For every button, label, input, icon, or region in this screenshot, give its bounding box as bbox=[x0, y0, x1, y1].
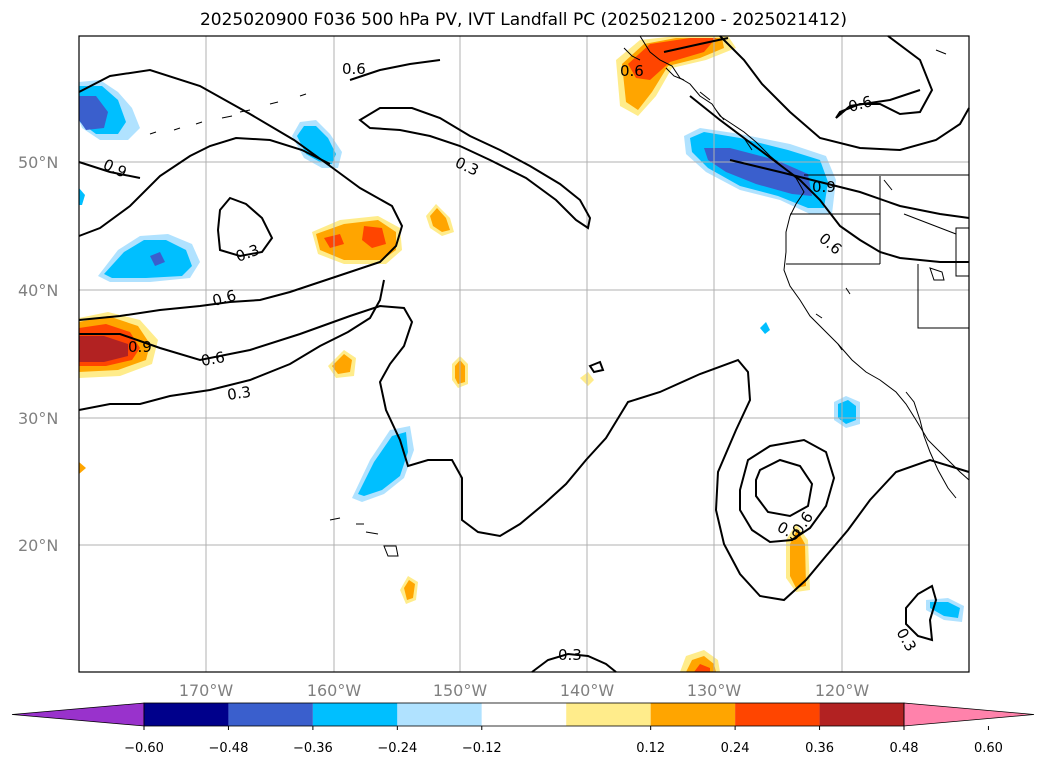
lat-label: 20°N bbox=[18, 536, 58, 555]
shade-blue-nw-core bbox=[79, 96, 108, 130]
lon-label: 160°W bbox=[307, 681, 362, 700]
contour-label: 0.6 bbox=[620, 62, 644, 80]
contour-label: 0.6 bbox=[846, 92, 874, 116]
latitude-labels: 50°N 40°N 30°N 20°N bbox=[18, 153, 58, 555]
lon-label: 140°W bbox=[560, 681, 615, 700]
colorbar-tick-label: −0.24 bbox=[377, 741, 417, 756]
colorbar-tick-label: 0.60 bbox=[974, 741, 1003, 756]
shade-blue-126w bbox=[760, 322, 770, 334]
colorbar-segment bbox=[735, 703, 820, 726]
longitude-labels: 170°W 160°W 150°W 140°W 130°W 120°W bbox=[179, 681, 870, 700]
colorbar-segment bbox=[228, 703, 313, 726]
colorbar-segment bbox=[481, 703, 567, 726]
colorbar-tick-label: −0.36 bbox=[293, 741, 333, 756]
shade-warm-152w-2 bbox=[430, 208, 450, 232]
shade-blue-nw2 bbox=[79, 188, 85, 205]
shade-warm-dateline-edge bbox=[79, 462, 86, 474]
lon-label: 170°W bbox=[179, 681, 234, 700]
map-panel: 0.6 0.6 0.3 0.9 0.3 0.6 0.6 0.3 0.9 0.6 … bbox=[78, 35, 970, 673]
shade-warm-alaska-3 bbox=[628, 38, 716, 80]
shade-blue-160w-inner bbox=[297, 126, 336, 164]
contour-label: 0.6 bbox=[342, 60, 366, 78]
lat-label: 50°N bbox=[18, 153, 58, 172]
colorbar-segment bbox=[819, 703, 904, 726]
contour-label: 0.6 bbox=[200, 348, 227, 370]
colorbar-tick-label: −0.60 bbox=[124, 741, 164, 756]
pv-contours bbox=[78, 35, 970, 673]
colorbar-segment bbox=[397, 703, 482, 726]
colorbar-outline bbox=[143, 702, 905, 727]
contour-label: 0.9 bbox=[128, 338, 152, 356]
colorbar-segment bbox=[566, 703, 651, 726]
contour-label: 0.3 bbox=[226, 383, 252, 404]
map-border bbox=[78, 35, 970, 673]
lon-label: 130°W bbox=[687, 681, 742, 700]
lon-label: 150°W bbox=[433, 681, 488, 700]
shade-warm-159w-2 bbox=[332, 354, 352, 374]
shade-warm-151w-south-2 bbox=[404, 580, 415, 600]
coastlines bbox=[149, 35, 970, 557]
lon-label: 120°W bbox=[815, 681, 870, 700]
map-title: 2025020900 F036 500 hPa PV, IVT Landfall… bbox=[199, 10, 847, 30]
shade-warm-dateline-4 bbox=[79, 336, 128, 362]
contour-label: 0.6 bbox=[210, 286, 238, 310]
shade-blue-165w-core bbox=[150, 252, 165, 266]
colorbar-segment bbox=[312, 703, 398, 726]
shade-warm-160w-3 bbox=[324, 226, 386, 248]
colorbar-tick-label: −0.12 bbox=[462, 741, 502, 756]
colorbar-extend-high bbox=[903, 702, 1035, 727]
colorbar-tick-label: −0.48 bbox=[209, 741, 249, 756]
colorbar-extend-low bbox=[11, 702, 145, 727]
contour-label: 0.9 bbox=[812, 178, 836, 196]
colorbar-tick-label: 0.12 bbox=[636, 741, 665, 756]
shade-warm-130w-south-3 bbox=[694, 664, 710, 672]
colorbar-tick-label: 0.36 bbox=[805, 741, 834, 756]
colorbar-segment bbox=[650, 703, 736, 726]
colorbar-segment bbox=[144, 703, 229, 726]
colorbar-tick-label: 0.48 bbox=[890, 741, 919, 756]
shade-blue-155w-inner bbox=[358, 432, 408, 496]
colorbar-tick-label: 0.24 bbox=[721, 741, 750, 756]
contour-label: 0.3 bbox=[558, 646, 582, 664]
colorbar: −0.60 −0.48 −0.36 −0.24 −0.12 0.12 0.24 0.36 0.4… bbox=[11, 702, 1035, 756]
shade-blue-113w-inner bbox=[930, 602, 960, 618]
shade-blue-165w-inner bbox=[104, 240, 192, 278]
contour-label-group: 0.6 0.6 0.3 0.9 0.3 0.6 0.6 0.3 0.9 0.6 … bbox=[100, 60, 920, 664]
lat-label: 40°N bbox=[18, 281, 58, 300]
lat-label: 30°N bbox=[18, 409, 58, 428]
